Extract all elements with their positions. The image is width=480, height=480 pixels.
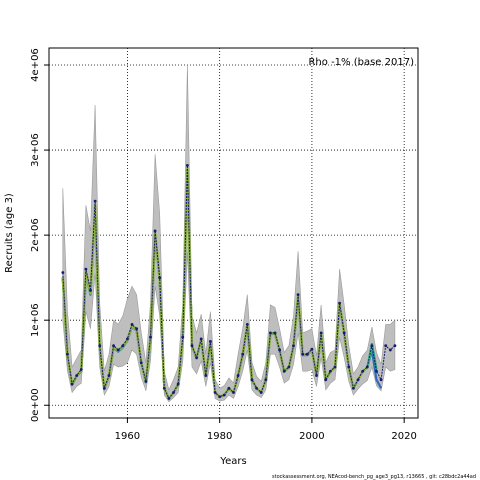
base-run-point xyxy=(185,163,189,167)
base-run-point xyxy=(259,391,263,394)
base-run-point xyxy=(315,374,318,377)
chart-annotation: Rho -1% (base 2017) xyxy=(308,57,414,68)
x-tick-label: 1960 xyxy=(115,431,140,442)
base-run-point xyxy=(352,386,355,390)
base-run-point xyxy=(130,323,134,326)
base-run-point xyxy=(66,352,69,356)
base-run-point xyxy=(135,327,139,331)
y-tick-label: 2e+06 xyxy=(30,218,41,252)
base-run-point xyxy=(388,348,392,352)
base-run-point xyxy=(338,301,341,305)
base-run-point xyxy=(149,335,152,339)
base-run-point xyxy=(342,331,346,335)
base-run-point xyxy=(296,293,300,297)
base-run-point xyxy=(213,391,217,394)
base-run-point xyxy=(195,356,199,360)
base-run-point xyxy=(199,337,203,341)
base-run-point xyxy=(116,348,120,352)
base-run-point xyxy=(301,352,305,356)
y-tick-label: 0e+00 xyxy=(30,388,41,422)
confidence-band xyxy=(62,64,396,403)
base-run-point xyxy=(93,199,97,203)
base-run-point xyxy=(153,229,157,233)
base-run-point xyxy=(70,382,74,386)
base-run-point xyxy=(75,374,79,377)
base-run-point xyxy=(319,331,323,335)
y-tick-label: 1e+06 xyxy=(30,303,41,337)
x-axis: 1960 1980 2000 2020 xyxy=(115,418,417,442)
base-run-point xyxy=(292,344,295,348)
base-run-point xyxy=(324,378,328,382)
base-run-point xyxy=(126,337,129,341)
base-run-point xyxy=(121,344,125,348)
base-run-point xyxy=(167,397,171,400)
plot-frame xyxy=(48,47,419,419)
y-tick-label: 4e+06 xyxy=(30,48,41,82)
base-run-point xyxy=(370,344,374,348)
base-run-point xyxy=(328,369,332,373)
base-run-point xyxy=(232,391,235,394)
base-run-point xyxy=(158,276,162,280)
base-run-point xyxy=(176,382,180,386)
base-run-point xyxy=(107,374,111,377)
base-run-point xyxy=(61,271,65,274)
base-run-point xyxy=(379,378,383,382)
base-run-point xyxy=(264,378,268,382)
base-run-point xyxy=(273,331,277,335)
base-run-point xyxy=(181,335,185,339)
base-layer xyxy=(61,163,397,400)
y-axis-title: Recruits (age 3) xyxy=(4,193,15,273)
base-run-point xyxy=(310,347,314,351)
base-run-point xyxy=(79,368,83,371)
x-tick-label: 1980 xyxy=(207,431,232,442)
base-run-point xyxy=(384,344,388,348)
base-run-point xyxy=(282,369,286,373)
x-tick-label: 2020 xyxy=(391,431,416,442)
base-run-point xyxy=(190,344,194,348)
base-run-point xyxy=(269,331,272,335)
base-run-point xyxy=(84,267,88,271)
base-run-point xyxy=(222,393,226,397)
base-run-point xyxy=(333,365,337,369)
base-run-point xyxy=(245,323,249,326)
x-axis-title: Years xyxy=(219,456,246,467)
base-run-point xyxy=(209,340,212,343)
base-run-point xyxy=(112,344,115,348)
base-run-point xyxy=(172,391,175,394)
base-run-point xyxy=(255,386,258,390)
base-run-point xyxy=(102,386,106,390)
footer-text: stockassessment.org, NEAcod-bench_pg_age… xyxy=(272,474,476,480)
base-run-point xyxy=(287,365,291,369)
base-run-point xyxy=(144,380,148,383)
x-tick-label: 2000 xyxy=(299,431,324,442)
base-run-point xyxy=(305,352,309,356)
base-run-point xyxy=(375,369,378,373)
base-run-point xyxy=(361,369,365,373)
base-run-point xyxy=(365,365,369,369)
base-run-point xyxy=(98,344,102,348)
base-run-point xyxy=(89,289,92,292)
base-run-point xyxy=(278,348,282,352)
base-run-point xyxy=(356,378,360,382)
base-run-point xyxy=(241,352,245,356)
base-run-point xyxy=(139,361,143,365)
base-run-point xyxy=(227,386,231,390)
base-run-point xyxy=(218,395,222,399)
base-run-point xyxy=(347,365,351,369)
base-run-point xyxy=(393,344,397,348)
base-run-point xyxy=(162,386,166,390)
base-run-point xyxy=(250,378,254,382)
y-axis: 0e+00 1e+06 2e+06 3e+06 4e+06 xyxy=(30,48,49,422)
base-run-point xyxy=(204,374,208,377)
base-run-point xyxy=(236,374,240,377)
y-tick-label: 3e+06 xyxy=(30,133,41,167)
